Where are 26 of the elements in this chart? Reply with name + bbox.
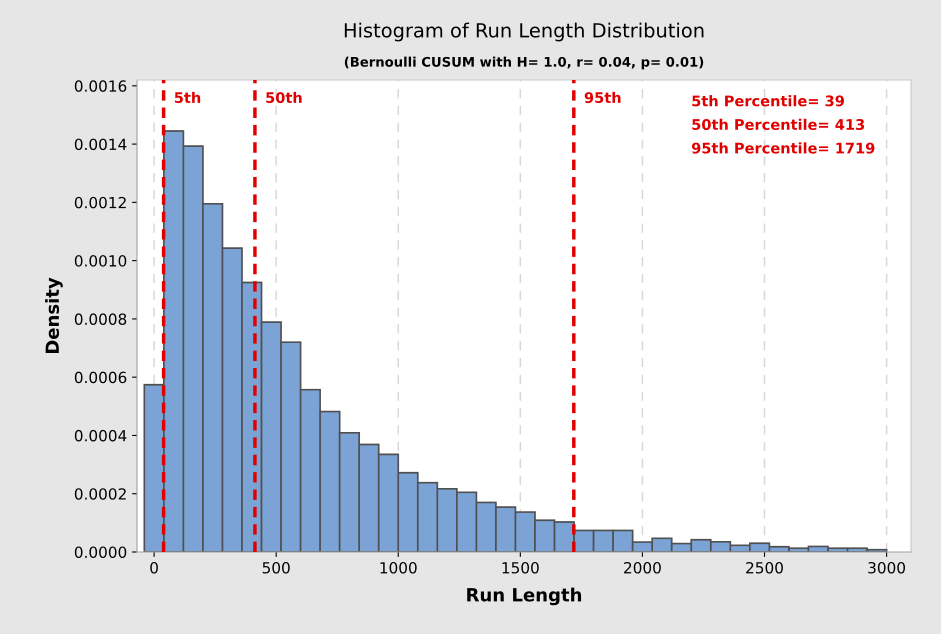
y-tick-label: 0.0002 bbox=[74, 488, 126, 500]
y-tick-label: 0.0014 bbox=[74, 138, 126, 150]
x-axis-title: Run Length bbox=[467, 588, 582, 606]
annotation: 5th Percentile= 39 bbox=[692, 95, 844, 106]
x-tick-label: 2000 bbox=[624, 562, 661, 574]
y-tick-label: 0.0012 bbox=[74, 196, 126, 208]
x-tick-label: 2500 bbox=[746, 562, 783, 574]
ref-line-label: 95th bbox=[584, 92, 620, 104]
y-tick-label: 0.0000 bbox=[74, 546, 126, 558]
y-tick-label: 0.0008 bbox=[74, 313, 126, 325]
ref-line-label: 5th bbox=[174, 92, 200, 104]
y-tick-label: 0.0004 bbox=[74, 430, 126, 442]
y-tick-label: 0.0016 bbox=[74, 80, 126, 92]
x-tick-label: 1000 bbox=[380, 562, 417, 574]
chart-title: Histogram of Run Length Distribution bbox=[344, 22, 704, 42]
x-tick-label: 1500 bbox=[502, 562, 539, 574]
y-tick-label: 0.0010 bbox=[74, 255, 126, 267]
y-axis-title: Density bbox=[45, 278, 63, 354]
y-tick-label: 0.0006 bbox=[74, 372, 126, 384]
x-tick-label: 500 bbox=[262, 562, 290, 574]
chart-subtitle: (Bernoulli CUSUM with H= 1.0, r= 0.04, p= 0.01) bbox=[344, 56, 704, 70]
x-tick-label: 3000 bbox=[868, 562, 906, 574]
ref-line-label: 50th bbox=[266, 92, 302, 104]
x-tick-label: 0 bbox=[150, 562, 158, 574]
annotation: 95th Percentile= 1719 bbox=[692, 142, 874, 154]
annotation: 50th Percentile= 413 bbox=[692, 118, 864, 130]
